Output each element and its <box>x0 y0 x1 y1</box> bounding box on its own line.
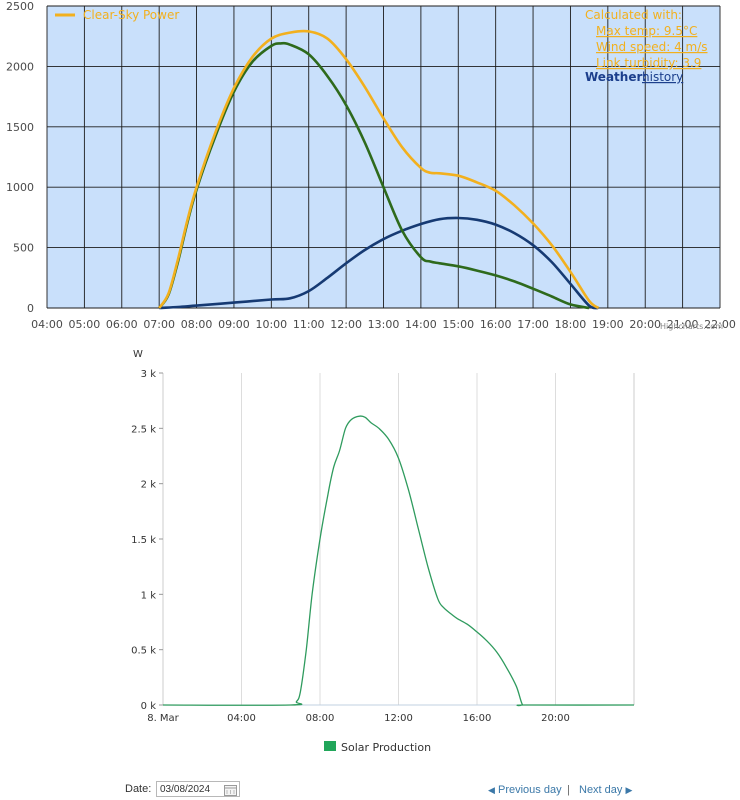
calendar-icon[interactable] <box>224 784 237 796</box>
x-tick-label: 10:00 <box>255 318 287 331</box>
y-axis-title: W <box>133 349 143 360</box>
info-turbidity-link[interactable]: Link turbidity: 3.9 <box>596 56 701 70</box>
date-label: Date: <box>125 783 152 795</box>
series-lines <box>158 29 600 310</box>
next-day-link[interactable]: Next day ▶ <box>579 784 632 796</box>
x-tick-label: 11:00 <box>293 318 325 331</box>
x-tick-label: 8. Mar <box>147 713 179 724</box>
x-tick-label: 08:00 <box>181 318 213 331</box>
x-axis-labels: 8. Mar 04:00 08:00 12:00 16:00 20:00 <box>147 713 570 724</box>
x-tick-label: 06:00 <box>106 318 138 331</box>
x-tick-label: 12:00 <box>330 318 362 331</box>
weather-history-link[interactable]: history <box>642 70 683 84</box>
y-axis-labels: 0 500 1000 1500 2000 2500 <box>6 0 34 315</box>
legend-swatch <box>324 741 336 751</box>
weather-label: Weather: <box>585 70 647 84</box>
date-input[interactable]: 03/08/2024 <box>156 781 240 797</box>
solar-production-chart: W 0 k 0.5 k 1 k 1.5 k 2 k 2.5 k 3 k 8. Mar 04:0… <box>131 349 635 754</box>
previous-day-label: Previous day <box>497 784 562 796</box>
x-tick-label: 17:00 <box>517 318 549 331</box>
x-tick-label: 08:00 <box>306 713 335 724</box>
chart-credit[interactable]: Highcharts.com <box>660 322 723 331</box>
info-wind-speed-link[interactable]: Wind speed: 4 m/s <box>596 40 708 54</box>
x-tick-label: 20:00 <box>541 713 570 724</box>
nav-separator: | <box>567 784 570 796</box>
x-tick-label: 04:00 <box>227 713 256 724</box>
date-navigation: Date: 03/08/2024 ◀ Previous day | Next d… <box>0 781 740 800</box>
series-lines <box>162 415 635 707</box>
previous-day-link[interactable]: ◀ Previous day <box>488 784 562 796</box>
y-tick-label: 1000 <box>6 181 34 194</box>
x-tick-label: 05:00 <box>69 318 101 331</box>
y-tick-label: 2000 <box>6 60 34 73</box>
y-tick-label: 1500 <box>6 121 34 134</box>
x-tick-label: 09:00 <box>218 318 250 331</box>
y-tick-label: 3 k <box>141 369 157 380</box>
x-tick-label: 16:00 <box>480 318 512 331</box>
legend-label[interactable]: Clear-Sky Power <box>83 8 179 22</box>
y-tick-label: 0 k <box>141 701 157 712</box>
x-tick-label: 20:00 <box>629 318 661 331</box>
x-tick-label: 19:00 <box>592 318 624 331</box>
arrow-left-icon: ◀ <box>488 785 495 795</box>
arrow-right-icon: ▶ <box>625 785 633 795</box>
legend[interactable]: Clear-Sky Power <box>55 8 179 22</box>
x-tick-label: 14:00 <box>405 318 437 331</box>
solar-production-line[interactable] <box>162 415 635 707</box>
y-tick-label: 500 <box>13 242 34 255</box>
x-tick-label: 13:00 <box>368 318 400 331</box>
x-tick-label: 22:00 <box>704 318 736 331</box>
next-day-label: Next day <box>579 784 623 796</box>
legend[interactable]: Solar Production <box>324 741 431 754</box>
info-box: Calculated with: Max temp: 9.5°C Wind sp… <box>585 8 708 84</box>
info-max-temp-link[interactable]: Max temp: 9.5°C <box>596 24 697 38</box>
info-heading: Calculated with: <box>585 8 682 22</box>
x-axis-labels: 04:00 05:00 06:00 07:00 08:00 09:00 10:00 11:00… <box>31 318 736 331</box>
y-axis-labels: 0 k 0.5 k 1 k 1.5 k 2 k 2.5 k 3 k <box>131 369 156 712</box>
x-tick-label: 16:00 <box>463 713 492 724</box>
x-tick-label: 21:00 <box>667 318 699 331</box>
x-tick-label: 18:00 <box>555 318 587 331</box>
grid <box>159 372 635 706</box>
date-value: 03/08/2024 <box>160 784 211 795</box>
y-tick-label: 2.5 k <box>131 424 156 435</box>
x-tick-label: 07:00 <box>143 318 175 331</box>
y-tick-label: 0 <box>27 302 34 315</box>
y-tick-label: 2 k <box>141 480 157 491</box>
y-tick-label: 1.5 k <box>131 535 156 546</box>
y-tick-label: 0.5 k <box>131 646 156 657</box>
y-tick-label: 2500 <box>6 0 34 13</box>
series-line-0[interactable] <box>158 29 600 310</box>
y-tick-label: 1 k <box>141 590 157 601</box>
x-tick-label: 12:00 <box>384 713 413 724</box>
x-tick-label: 15:00 <box>442 318 474 331</box>
legend-label[interactable]: Solar Production <box>341 741 431 754</box>
x-tick-label: 04:00 <box>31 318 63 331</box>
clear-sky-chart: 0 500 1000 1500 2000 2500 04:00 05:00 06:00 07:0… <box>6 0 736 331</box>
